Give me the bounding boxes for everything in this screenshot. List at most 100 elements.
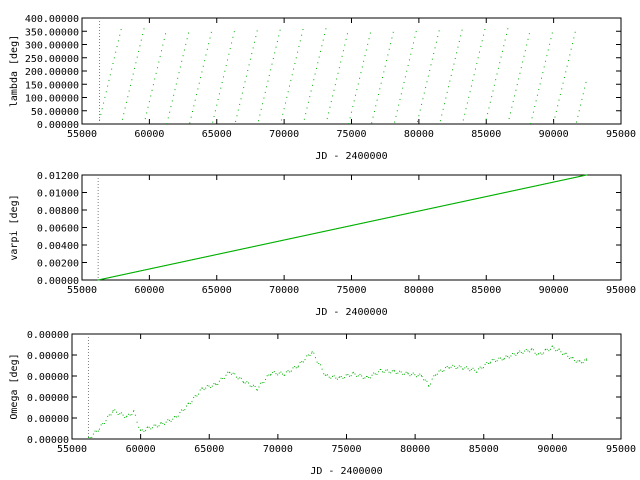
data-point bbox=[316, 232, 318, 234]
data-point bbox=[253, 245, 255, 247]
data-point bbox=[272, 58, 274, 59]
data-point bbox=[178, 262, 180, 264]
data-point bbox=[209, 255, 211, 257]
data-point bbox=[405, 213, 407, 215]
data-point bbox=[493, 194, 495, 196]
data-point bbox=[140, 39, 142, 41]
data-point bbox=[534, 105, 536, 107]
data-point bbox=[203, 256, 205, 258]
data-point bbox=[408, 212, 410, 214]
data-point bbox=[450, 366, 452, 368]
data-point bbox=[568, 178, 570, 180]
data-point bbox=[500, 56, 502, 58]
data-point bbox=[463, 200, 465, 202]
data-point bbox=[422, 209, 424, 211]
data-point bbox=[449, 80, 451, 82]
data-point bbox=[439, 205, 441, 207]
data-point bbox=[567, 178, 569, 180]
data-point bbox=[575, 176, 577, 178]
data-point bbox=[390, 372, 392, 374]
data-point bbox=[201, 257, 203, 259]
data-point bbox=[457, 202, 459, 204]
data-point bbox=[105, 277, 107, 279]
data-point bbox=[132, 73, 134, 75]
data-point bbox=[482, 367, 484, 369]
data-point bbox=[466, 200, 468, 202]
data-point bbox=[505, 355, 507, 357]
data-point bbox=[545, 183, 547, 185]
data-point bbox=[121, 274, 123, 276]
data-point bbox=[526, 187, 528, 189]
data-point bbox=[221, 252, 223, 254]
data-point bbox=[150, 268, 152, 270]
data-point bbox=[532, 185, 534, 187]
data-point bbox=[359, 223, 361, 225]
data-point bbox=[380, 368, 382, 370]
data-point bbox=[266, 375, 268, 377]
data-point bbox=[257, 245, 259, 247]
data-point bbox=[390, 43, 392, 45]
data-point bbox=[309, 96, 311, 98]
data-point bbox=[103, 278, 105, 280]
data-point bbox=[353, 100, 355, 102]
data-point bbox=[110, 414, 112, 416]
data-point bbox=[181, 261, 183, 263]
data-point bbox=[186, 38, 188, 40]
data-point bbox=[296, 236, 298, 238]
data-point bbox=[513, 190, 515, 192]
data-point bbox=[434, 207, 436, 209]
data-point bbox=[324, 230, 326, 232]
data-point bbox=[130, 272, 132, 274]
data-point bbox=[269, 374, 271, 376]
data-point bbox=[280, 240, 282, 242]
data-point bbox=[401, 214, 403, 216]
data-point bbox=[143, 28, 145, 30]
data-point bbox=[205, 387, 207, 389]
data-point bbox=[373, 220, 375, 222]
data-point bbox=[340, 227, 342, 229]
data-point bbox=[491, 194, 493, 196]
data-point bbox=[213, 254, 215, 256]
data-point bbox=[246, 381, 248, 383]
data-point bbox=[342, 226, 344, 228]
data-point bbox=[381, 218, 383, 220]
data-point bbox=[134, 271, 136, 273]
data-point bbox=[458, 201, 460, 203]
data-point bbox=[116, 46, 118, 48]
data-point bbox=[98, 279, 100, 281]
data-point bbox=[239, 248, 241, 250]
data-point bbox=[521, 188, 523, 190]
data-point bbox=[487, 195, 489, 197]
data-point bbox=[384, 217, 386, 219]
data-point bbox=[100, 113, 102, 115]
data-point bbox=[352, 106, 354, 108]
data-point bbox=[502, 192, 504, 194]
data-point bbox=[545, 183, 547, 185]
data-point bbox=[404, 213, 406, 215]
data-point bbox=[365, 221, 367, 223]
data-point bbox=[456, 202, 458, 204]
data-point bbox=[349, 375, 351, 377]
data-point bbox=[194, 395, 196, 397]
data-point bbox=[183, 260, 185, 262]
data-point bbox=[456, 52, 458, 54]
data-point bbox=[196, 94, 198, 96]
data-point bbox=[237, 109, 239, 111]
data-point bbox=[148, 426, 150, 428]
data-point bbox=[302, 235, 304, 237]
data-point bbox=[555, 110, 557, 112]
data-point bbox=[407, 212, 409, 214]
data-point bbox=[347, 225, 349, 227]
data-point bbox=[158, 266, 160, 268]
data-point bbox=[325, 230, 327, 232]
data-point bbox=[297, 366, 299, 368]
data-point bbox=[297, 365, 299, 367]
data-point bbox=[282, 239, 284, 241]
data-point bbox=[318, 231, 320, 233]
data-point bbox=[264, 91, 266, 93]
data-point bbox=[266, 243, 268, 245]
data-point bbox=[278, 240, 280, 242]
data-point bbox=[331, 229, 333, 231]
data-point bbox=[361, 222, 363, 224]
data-point bbox=[389, 216, 391, 218]
